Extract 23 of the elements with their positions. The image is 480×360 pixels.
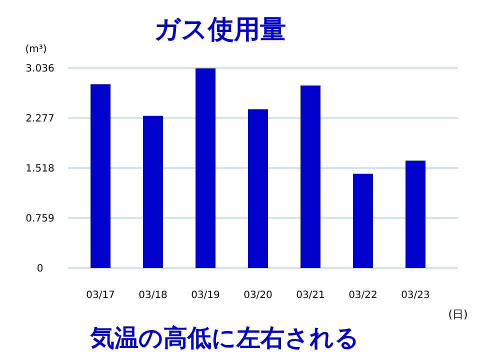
bar: [353, 174, 373, 268]
y-tick-label: 2.277: [26, 114, 54, 124]
x-axis-title: (日): [448, 308, 468, 321]
bar: [196, 68, 216, 268]
bar: [248, 109, 268, 268]
y-tick-label: 1.518: [26, 164, 54, 174]
x-tick-label: 03/18: [138, 290, 168, 301]
x-tick-label: 03/21: [296, 290, 325, 301]
bar: [90, 84, 110, 268]
y-tick-label: 0.759: [26, 214, 54, 224]
text: 気温の高低に左右される: [90, 324, 360, 352]
x-tick-label: 03/22: [348, 290, 378, 301]
x-tick-label: 03/23: [401, 290, 430, 301]
y-tick-label: 0: [36, 264, 44, 274]
y-axis-title: (m³): [25, 44, 47, 55]
y-tick-label: 3.036: [26, 64, 54, 74]
x-tick-label: 03/17: [86, 290, 115, 301]
bar: [143, 116, 163, 268]
bar: [300, 86, 320, 268]
bar: [406, 160, 426, 268]
x-tick-label: 03/19: [191, 290, 220, 301]
chart-title: ガス使用量: [154, 15, 286, 45]
x-tick-label: 03/20: [244, 290, 272, 301]
